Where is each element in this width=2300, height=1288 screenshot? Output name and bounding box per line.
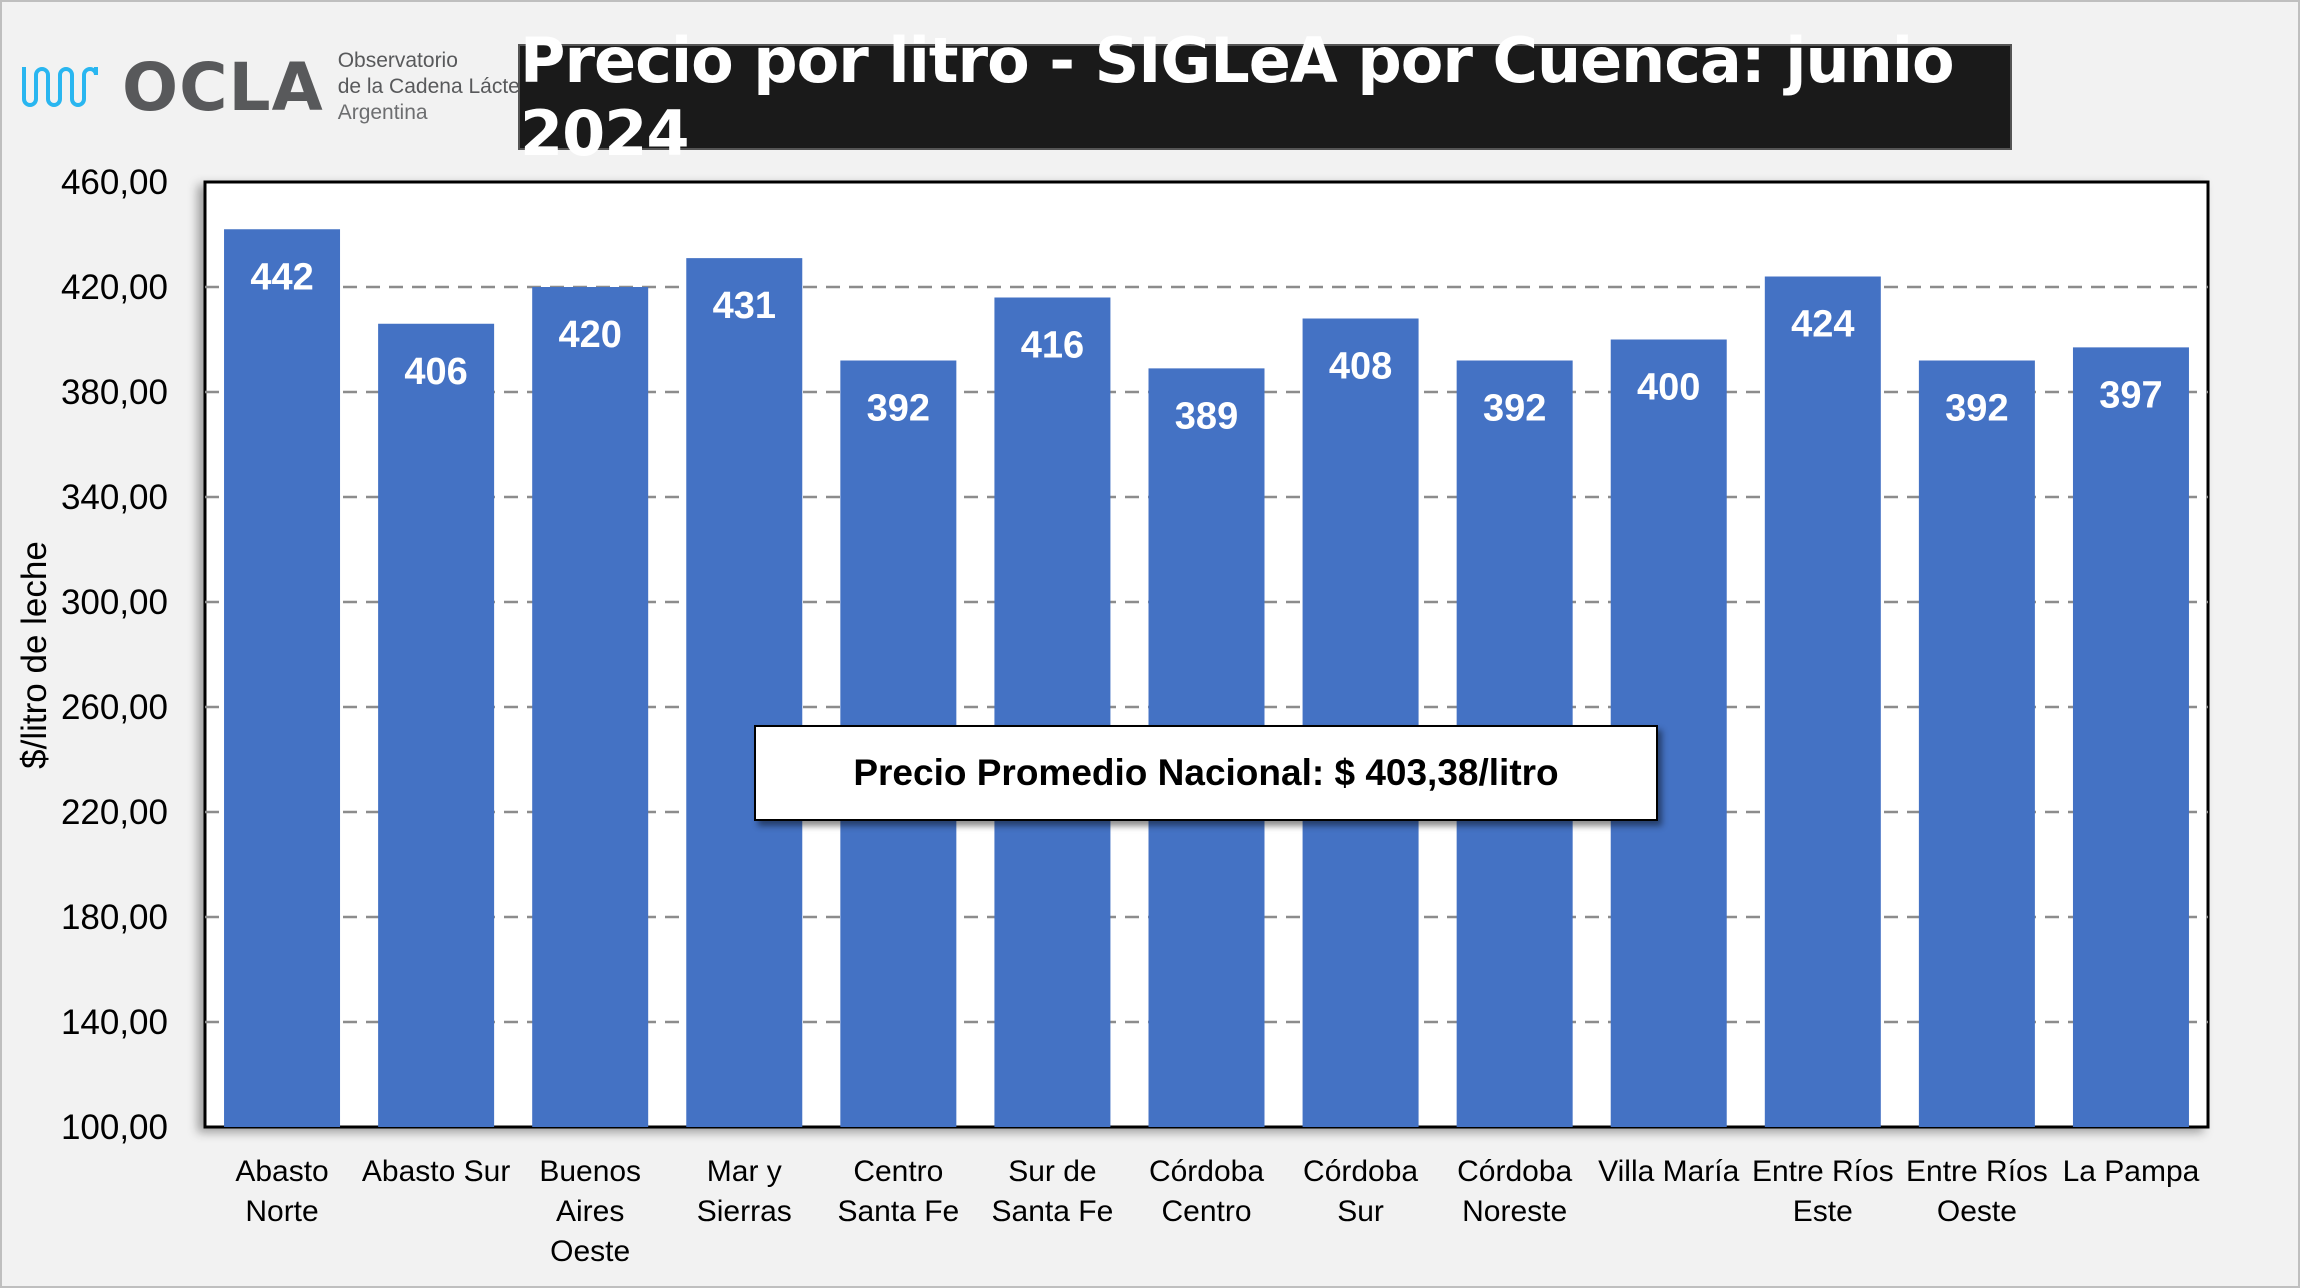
y-tick-label: 220,00 <box>61 793 168 832</box>
ocla-logo: OCLA Observatorio de la Cadena Láctea Ar… <box>20 49 532 126</box>
x-tick-label: Sur <box>1337 1195 1384 1228</box>
x-tick-label: Córdoba <box>1303 1155 1418 1188</box>
x-tick-label: Córdoba <box>1149 1155 1264 1188</box>
x-tick-label: Santa Fe <box>992 1195 1114 1228</box>
y-tick-label: 180,00 <box>61 898 168 937</box>
data-label: 420 <box>558 314 621 356</box>
x-tick-label: Oeste <box>1937 1195 2017 1228</box>
logo-line-3: Argentina <box>337 101 428 124</box>
data-label: 397 <box>2099 374 2162 416</box>
x-tick-label: Aires <box>556 1195 624 1228</box>
data-label: 392 <box>867 388 930 430</box>
data-label: 424 <box>1791 304 1854 346</box>
bar <box>1918 360 2035 1127</box>
y-tick-label: 380,00 <box>61 373 168 412</box>
data-label: 406 <box>404 351 467 393</box>
bar <box>994 297 1111 1127</box>
x-tick-label: Noreste <box>1462 1195 1567 1228</box>
x-tick-label: Abasto Sur <box>362 1155 510 1188</box>
y-tick-label: 460,00 <box>61 163 168 202</box>
data-label: 392 <box>1945 388 2008 430</box>
y-tick-label: 100,00 <box>61 1108 168 1147</box>
y-axis-label: $/litro de leche <box>15 541 54 769</box>
x-tick-label: Oeste <box>550 1235 630 1268</box>
data-label: 400 <box>1637 367 1700 409</box>
logo-line-1: Observatorio <box>337 49 458 72</box>
logo-mark: OCLA <box>122 48 324 126</box>
x-tick-label: Entre Ríos <box>1906 1155 2048 1188</box>
y-tick-label: 300,00 <box>61 583 168 622</box>
bar <box>224 229 341 1127</box>
x-tick-label: Este <box>1793 1195 1853 1228</box>
bar <box>686 258 803 1127</box>
logo-line-2: de la Cadena Láctea <box>337 75 532 98</box>
x-tick-label: Buenos <box>539 1155 641 1188</box>
bar <box>2072 347 2189 1127</box>
bar <box>378 323 495 1127</box>
data-label: 416 <box>1021 325 1084 367</box>
data-label: 431 <box>713 285 776 327</box>
x-tick-label: Centro <box>1161 1195 1251 1228</box>
average-price-annotation: Precio Promedio Nacional: $ 403,38/litro <box>754 725 1658 821</box>
x-tick-label: La Pampa <box>2063 1155 2200 1188</box>
data-label: 408 <box>1329 346 1392 388</box>
y-tick-label: 260,00 <box>61 688 168 727</box>
y-tick-label: 420,00 <box>61 268 168 307</box>
x-tick-label: Sur de <box>1008 1155 1096 1188</box>
y-tick-label: 140,00 <box>61 1003 168 1042</box>
x-tick-label: Norte <box>245 1195 318 1228</box>
data-label: 389 <box>1175 395 1238 437</box>
bar <box>532 287 649 1127</box>
x-tick-label: Centro <box>853 1155 943 1188</box>
data-label: 442 <box>250 256 313 298</box>
x-tick-label: Mar y <box>707 1155 782 1188</box>
data-label: 392 <box>1483 388 1546 430</box>
bar <box>1302 318 1419 1127</box>
x-tick-label: Villa María <box>1598 1155 1739 1188</box>
x-tick-label: Abasto <box>235 1155 328 1188</box>
bar <box>1764 276 1881 1127</box>
wave-logo-icon <box>22 67 98 107</box>
x-tick-label: Entre Ríos <box>1752 1155 1894 1188</box>
x-tick-label: Córdoba <box>1457 1155 1572 1188</box>
logo-subtitle: Observatorio de la Cadena Láctea Argenti… <box>338 48 532 126</box>
y-tick-label: 340,00 <box>61 478 168 517</box>
x-tick-label: Santa Fe <box>837 1195 959 1228</box>
x-tick-label: Sierras <box>697 1195 792 1228</box>
